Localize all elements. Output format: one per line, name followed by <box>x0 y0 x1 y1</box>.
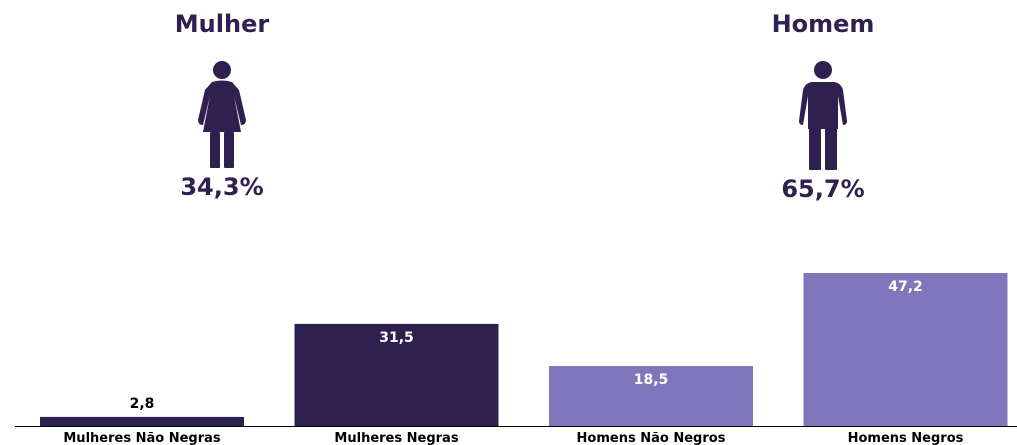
summary-man-title: Homem <box>771 10 875 38</box>
woman-icon <box>198 61 246 168</box>
man-icon <box>799 61 847 170</box>
summary-man: Homem 65,7% <box>673 0 973 205</box>
bar-1 <box>40 416 244 426</box>
category-label-1: Mulheres Não Negras <box>63 431 221 445</box>
bar-value-label-3: 18,5 <box>634 372 669 388</box>
summary-woman-percent: 34,3% <box>180 173 264 201</box>
summary-woman-title: Mulher <box>174 10 270 38</box>
bar-3 <box>549 366 753 426</box>
bar-2 <box>294 323 499 426</box>
category-label-4: Homens Negros <box>848 431 964 445</box>
bar-value-label-2: 31,5 <box>379 330 414 346</box>
bar-value-label-1: 2,8 <box>130 396 155 412</box>
category-label-2: Mulheres Negras <box>334 431 458 445</box>
category-label-3: Homens Não Negros <box>577 431 726 445</box>
summary-man-percent: 65,7% <box>781 175 865 203</box>
bar-value-label-4: 47,2 <box>888 279 923 295</box>
summary-woman: Mulher 34,3% <box>72 0 372 203</box>
bar-4 <box>803 273 1008 426</box>
